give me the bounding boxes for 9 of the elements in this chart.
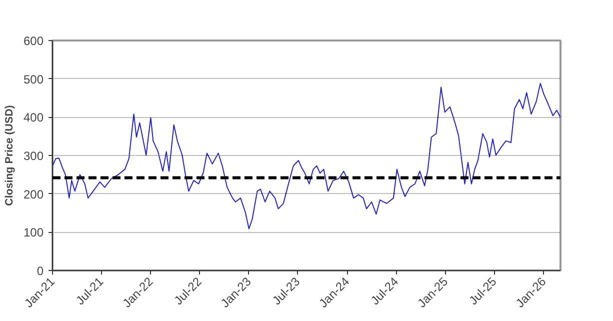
y-tick-label: 100 [23, 226, 44, 240]
y-tick-label: 300 [23, 149, 44, 163]
y-tick-label: 500 [23, 72, 44, 86]
y-tick-label: 400 [23, 110, 44, 125]
y-tick-label: 200 [23, 187, 44, 202]
y-axis-title: Closing Price (USD) [3, 104, 16, 206]
line-series [52, 82, 560, 230]
y-tick-label: 600 [23, 34, 44, 48]
y-tick-label: 0 [36, 264, 44, 278]
